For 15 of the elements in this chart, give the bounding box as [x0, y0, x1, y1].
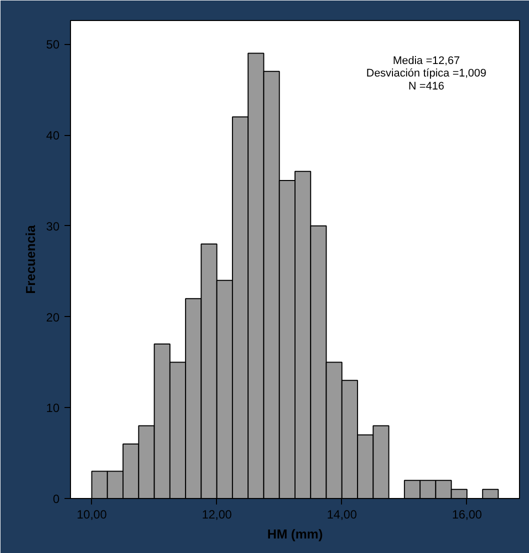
x-tick-label: 14,00	[326, 508, 358, 522]
y-axis-title: Frecuencia	[23, 224, 38, 294]
x-axis-title: HM (mm)	[267, 526, 323, 542]
y-tick-label: 50	[46, 38, 60, 52]
y-tick-label: 0	[52, 492, 60, 506]
y-tick-label: 10	[46, 401, 60, 416]
x-tick-label: 10,00	[76, 508, 108, 522]
y-tick-label: 20	[46, 310, 60, 324]
annotation: Desviación típica =1,009	[366, 68, 486, 80]
y-tick-label: 40	[46, 128, 60, 142]
x-tick-label: 12,00	[202, 508, 232, 522]
annotation: N =416	[408, 80, 444, 92]
annotation: Media =12,67	[392, 54, 460, 67]
y-tick-label: 30	[46, 219, 60, 234]
x-tick-label: 16,00	[452, 508, 482, 522]
